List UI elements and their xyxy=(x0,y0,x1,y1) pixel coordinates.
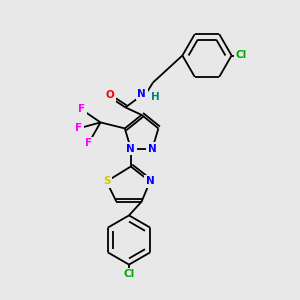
Text: F: F xyxy=(78,104,85,115)
Text: N: N xyxy=(146,176,154,187)
Text: Cl: Cl xyxy=(236,50,247,61)
Text: F: F xyxy=(85,138,92,148)
Text: N: N xyxy=(148,143,157,154)
Text: N: N xyxy=(137,88,146,99)
Text: H: H xyxy=(151,92,160,102)
Text: N: N xyxy=(126,143,135,154)
Text: F: F xyxy=(75,123,82,134)
Text: O: O xyxy=(106,90,115,100)
Text: S: S xyxy=(103,176,110,187)
Text: Cl: Cl xyxy=(123,269,135,279)
